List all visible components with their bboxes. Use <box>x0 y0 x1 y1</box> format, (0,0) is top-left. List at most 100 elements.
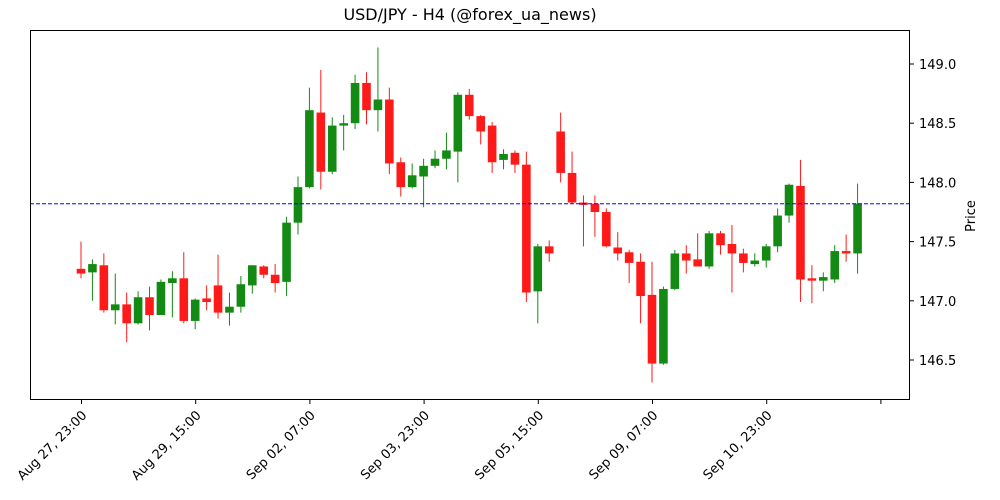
candle <box>327 117 337 175</box>
candle-body <box>213 285 223 313</box>
candle-body <box>133 297 143 324</box>
candle-body <box>145 297 154 316</box>
candle-body <box>305 110 314 188</box>
candle-body <box>419 165 428 177</box>
x-axis: Aug 27, 23:00 Aug 29, 15:00 Sep 02, 07:00 S… <box>15 400 882 484</box>
candle <box>659 286 668 365</box>
candle <box>76 241 86 279</box>
candle <box>510 150 520 173</box>
candle <box>590 195 600 237</box>
candle <box>225 292 234 326</box>
candle <box>727 225 737 293</box>
candle-body <box>499 153 508 160</box>
candle <box>681 245 691 274</box>
candle <box>213 254 223 319</box>
candle-body <box>190 299 200 321</box>
candle-body <box>647 294 657 364</box>
y-tick-label: 148.0 <box>919 176 956 191</box>
candles-layer <box>76 47 862 383</box>
candle-body <box>464 94 474 117</box>
candle <box>122 292 131 343</box>
candle-body <box>453 94 463 152</box>
candle-body <box>339 123 348 126</box>
candle-body <box>373 99 383 111</box>
y-tick-label: 146.5 <box>919 354 956 369</box>
candle-body <box>385 99 394 164</box>
candle <box>110 273 120 325</box>
candle <box>739 248 748 273</box>
candle-body <box>533 246 543 292</box>
chart-title: USD/JPY - H4 (@forex_ua_news) <box>343 5 597 24</box>
candle-body <box>122 304 131 324</box>
candle-body <box>716 233 725 246</box>
candle <box>464 88 474 120</box>
candle-body <box>236 284 246 307</box>
candle-body <box>327 125 337 172</box>
candle-body <box>430 158 440 166</box>
candle-body <box>76 268 86 274</box>
candle <box>647 261 657 383</box>
candle-body <box>613 247 623 254</box>
candle <box>716 230 725 255</box>
candle-body <box>819 277 828 281</box>
x-tick-label: Sep 05, 15:00 <box>472 408 547 483</box>
candle-body <box>293 187 303 223</box>
candle <box>316 69 326 190</box>
candle-body <box>750 260 760 265</box>
candle-body <box>99 265 109 311</box>
candle-body <box>156 281 166 316</box>
candle-body <box>670 253 680 289</box>
candle <box>168 271 177 318</box>
candle <box>533 243 543 324</box>
candle <box>499 149 508 170</box>
candle-body <box>270 274 280 284</box>
candle <box>487 122 497 173</box>
candle <box>385 87 394 175</box>
candle <box>133 291 143 325</box>
candle-body <box>624 252 634 263</box>
candle <box>819 272 828 292</box>
candle <box>750 253 760 267</box>
candle-body <box>830 251 840 280</box>
candle-body <box>110 304 120 311</box>
y-axis: 146.5 147.0 147.5 148.0 148.5 149.0 <box>910 58 956 369</box>
candle-body <box>225 306 234 313</box>
candle <box>99 253 109 313</box>
candle-body <box>259 266 269 275</box>
candle <box>773 208 782 253</box>
candle <box>407 163 417 189</box>
candle <box>305 87 314 189</box>
candle <box>156 279 166 316</box>
candle-body <box>727 243 737 254</box>
candle <box>579 195 588 247</box>
candle <box>259 265 269 279</box>
y-axis-label: Price <box>964 200 979 232</box>
candle <box>761 243 771 268</box>
candle <box>830 245 840 284</box>
candle-body <box>88 264 97 273</box>
candle-body <box>179 278 189 321</box>
candle <box>544 240 554 262</box>
candle <box>556 112 565 183</box>
x-tick-label: Sep 10, 23:00 <box>701 408 776 483</box>
candle <box>419 158 428 208</box>
candle <box>350 74 360 130</box>
candle <box>396 157 406 197</box>
candle-body <box>807 278 817 281</box>
candle-body <box>282 222 291 282</box>
candle-body <box>784 184 794 216</box>
candle <box>145 286 154 331</box>
x-tick-label: Sep 09, 07:00 <box>586 408 661 483</box>
x-tick-label: Sep 03, 23:00 <box>358 408 433 483</box>
candle <box>282 216 291 297</box>
candle <box>636 253 645 324</box>
y-tick-label: 149.0 <box>919 58 956 73</box>
candle <box>236 275 246 313</box>
candle <box>807 265 817 304</box>
candle-body <box>739 253 748 263</box>
candle <box>624 249 634 284</box>
candle <box>179 252 189 324</box>
candle <box>339 114 348 151</box>
candle <box>853 183 862 274</box>
